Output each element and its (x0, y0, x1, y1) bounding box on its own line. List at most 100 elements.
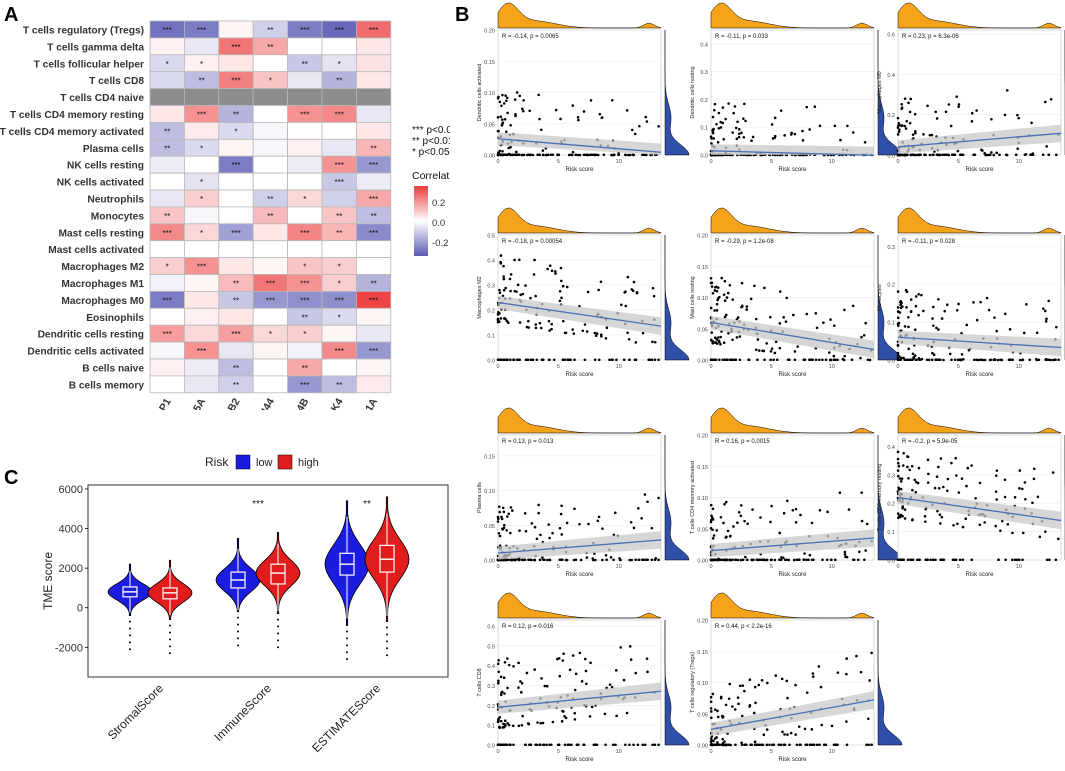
scatter-point-8-67 (907, 476, 910, 480)
scatter-point-6-145 (565, 558, 569, 562)
scatter-point-3-135 (550, 269, 554, 273)
violin-y-tick-4: -2000 (55, 642, 83, 654)
scatter-point-5-71 (899, 303, 902, 307)
scatter-point-6-164 (524, 529, 528, 533)
scatter-point-8-104 (1023, 481, 1027, 484)
x-tick-8-2: 10 (1016, 564, 1022, 570)
scatter-point-5-170 (931, 317, 934, 320)
scatter-point-3-6 (505, 319, 509, 323)
scatter-point-0-189 (598, 112, 602, 116)
scatter-point-10-178 (774, 674, 778, 677)
y-tick-6-0: 0.00 (484, 559, 495, 565)
scatter-point-3-69 (581, 329, 585, 333)
scatter-point-8-123 (910, 464, 914, 468)
scatter-point-3-0 (513, 258, 516, 262)
heatmap-star-19-5: *** (335, 347, 344, 356)
scatter-point-3-35 (547, 319, 551, 323)
scatter-point-4-188 (709, 306, 713, 310)
plot-area-3 (497, 234, 662, 361)
scatter-point-8-32 (1003, 495, 1007, 499)
scatter-point-5-174 (989, 358, 993, 362)
scatter-point-3-50 (558, 289, 562, 293)
scatter-point-3-180 (497, 320, 501, 324)
scatter-point-7-150 (782, 511, 786, 515)
scatter-point-7-149 (729, 534, 732, 538)
scatter-point-5-17 (995, 329, 998, 333)
scatter-point-7-168 (711, 537, 715, 540)
heatmap-panel: T cells regulatory (Tregs) *** *** ** *** ***… (0, 20, 450, 410)
scatter-point-5-146 (994, 358, 997, 362)
scatter-point-2-189 (1030, 121, 1033, 125)
scatter-point-9-72 (566, 743, 570, 747)
scatter-point-4-84 (814, 312, 818, 315)
scatter-point-8-155 (978, 523, 982, 527)
scatter-point-9-155 (541, 721, 545, 725)
row-label-18: Dendritic cells resting (38, 330, 144, 341)
scatter-point-5-26 (993, 316, 996, 319)
scatter-point-6-94 (642, 558, 646, 562)
scatter-point-2-159 (970, 120, 974, 123)
scatter-point-5-0 (922, 309, 925, 313)
violin-x-label-2: ESTIMATEScore (309, 681, 383, 755)
scatter-point-4-174 (721, 358, 725, 362)
scatter-point-3-87 (586, 290, 590, 294)
scatter-point-5-130 (1025, 303, 1028, 306)
scatter-point-8-157 (954, 558, 958, 562)
regression-line-3 (497, 301, 662, 327)
scatter-point-6-176 (539, 533, 542, 537)
y-tick-5-3: 0.3 (887, 245, 895, 251)
scatter-point-10-164 (722, 743, 725, 747)
y-axis-label-2: Macrophages M0 (877, 71, 883, 114)
scatter-point-6-137 (504, 558, 507, 562)
scatter-point-0-43 (540, 128, 543, 132)
scatter-point-8-150 (1044, 530, 1047, 533)
heatmap-star-1-3: ** (267, 43, 273, 52)
legend-low-swatch (235, 454, 251, 470)
scatter-point-4-92 (715, 338, 719, 341)
heatmap-star-14-0: * (166, 263, 169, 272)
scatter-point-7-189 (711, 558, 715, 562)
heatmap-star-15-6: ** (370, 279, 376, 288)
correlation-stat-6: R = 0.13, p = 0.013 (502, 439, 554, 445)
row-label-3: T cells CD8 (89, 76, 144, 87)
scatter-point-8-35 (1031, 501, 1034, 505)
scatter-point-0-141 (589, 153, 592, 157)
scatter-point-9-124 (503, 692, 506, 695)
scatter-point-5-131 (935, 358, 939, 362)
scatter-point-5-158 (1047, 358, 1050, 362)
scatter-point-5-69 (1042, 307, 1045, 310)
scatter-point-1-157 (737, 135, 741, 139)
scatter-point-0-159 (593, 153, 596, 157)
scatter-point-7-183 (724, 500, 728, 504)
significance-legend-2: * p<0.05 (412, 147, 450, 158)
heatmap-star-3-2: *** (231, 77, 240, 86)
scatter-point-6-18 (629, 520, 633, 524)
scatter-point-10-154 (709, 740, 713, 743)
scatter-point-7-57 (709, 503, 713, 507)
scatter-point-2-144 (896, 124, 900, 128)
scatter-point-10-144 (805, 691, 809, 694)
y-tick-7-1: 0.05 (697, 527, 708, 533)
heatmap-star-3-1: ** (198, 77, 204, 86)
confidence-band-4 (711, 315, 874, 359)
scatter-point-5-95 (912, 355, 915, 359)
scatter-point-8-162 (901, 514, 904, 518)
scatter-point-7-23 (737, 510, 741, 514)
scatter-point-8-22 (1038, 535, 1042, 539)
scatter-point-0-54 (518, 94, 522, 98)
scatter-point-9-162 (499, 693, 503, 697)
scatter-point-1-186 (710, 142, 713, 145)
scatter-point-9-85 (634, 671, 638, 675)
scatter-point-8-164 (897, 486, 900, 490)
scatter-point-4-75 (715, 289, 719, 293)
scatter-point-1-113 (801, 129, 804, 133)
y-tick-4-4: 0.20 (697, 234, 708, 240)
right-density-4 (877, 235, 903, 361)
heatmap-star-8-6: *** (369, 161, 378, 170)
scatter-point-2-182 (937, 153, 940, 157)
heatmap-star-17-4: ** (302, 313, 308, 322)
scatter-point-7-144 (807, 558, 810, 562)
scatter-point-10-155 (740, 743, 744, 747)
scatter-point-7-139 (746, 522, 749, 525)
